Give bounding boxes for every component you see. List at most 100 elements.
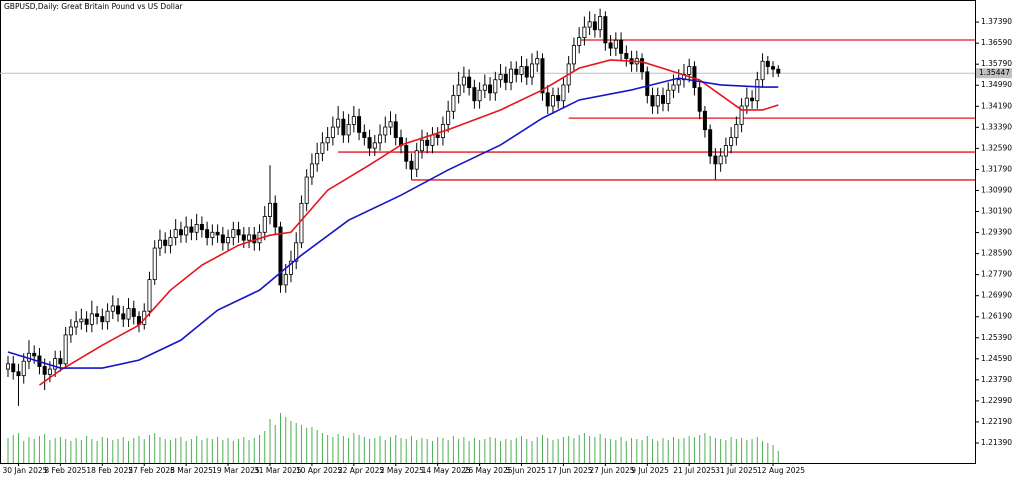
x-tick-label: 12 Aug 2025 (757, 466, 805, 475)
candle-body (739, 105, 744, 125)
x-tick-label: 17 Jun 2025 (547, 466, 592, 475)
candle-body (723, 145, 728, 157)
candle-body (383, 126, 388, 136)
candle-body (231, 229, 236, 238)
chart-title: GBPUSD,Daily: Great Britain Pound vs US … (4, 2, 184, 11)
ma-line (7, 77, 779, 369)
y-tick-label: 1.37390 (981, 17, 1012, 26)
candle-body (708, 129, 713, 157)
candle-body (47, 368, 52, 375)
candle-body (346, 124, 351, 136)
candle-body (336, 118, 341, 128)
candle-body (74, 321, 79, 328)
candle-body (535, 58, 540, 65)
ma-line (38, 59, 779, 386)
candle-body (587, 21, 592, 28)
y-tick-label: 1.34190 (981, 101, 1012, 110)
candle-body (461, 76, 466, 86)
candle-body (755, 79, 760, 102)
candle-body (430, 134, 435, 146)
candle-body (288, 260, 293, 275)
x-tick-label: 9 Jul 2025 (631, 466, 669, 475)
candle-body (84, 318, 89, 325)
candle-body (765, 60, 770, 67)
candle-body (550, 95, 555, 107)
x-tick-label: 8 Feb 2025 (44, 466, 86, 475)
y-tick-label: 1.26190 (981, 312, 1012, 321)
x-tick-label: 5 Jun 2025 (506, 466, 547, 475)
candle-body (729, 137, 734, 146)
candle-body (676, 79, 681, 86)
candle-body (320, 142, 325, 154)
candle-body (357, 116, 362, 133)
y-tick-label: 1.32590 (981, 143, 1012, 152)
candle-body (210, 231, 215, 238)
candle-body (152, 247, 157, 281)
candle-body (241, 234, 246, 241)
candle-body (267, 202, 272, 217)
candle-body (21, 360, 26, 377)
candle-body (702, 110, 707, 131)
candle-body (425, 139, 430, 146)
candle-body (273, 202, 278, 228)
candle-body (692, 66, 697, 89)
candle-body (110, 305, 115, 312)
candle-body (645, 71, 650, 96)
x-tick-label: 27 Jun 2025 (589, 466, 634, 475)
candle-body (378, 134, 383, 144)
x-tick-label: 2 May 2025 (380, 466, 424, 475)
candle-body (744, 97, 749, 107)
candle-body (330, 126, 335, 138)
y-tick-label: 1.23790 (981, 375, 1012, 384)
candle-body (32, 352, 37, 357)
candle-body (367, 137, 372, 149)
candle-body (697, 87, 702, 112)
y-tick-label: 1.21390 (981, 438, 1012, 447)
candle-body (509, 68, 514, 83)
candle-body (294, 242, 299, 262)
candle-body (666, 89, 671, 104)
candle-body (388, 121, 393, 128)
candle-body (488, 84, 493, 94)
candle-body (351, 116, 356, 125)
candle-body (477, 89, 482, 102)
y-tick-label: 1.30190 (981, 207, 1012, 216)
y-tick-label: 1.25390 (981, 333, 1012, 342)
candle-body (603, 16, 608, 44)
y-tick-label: 1.24590 (981, 354, 1012, 363)
candle-body (456, 84, 461, 96)
candle-body (11, 363, 16, 373)
x-tick-label: 21 Jul 2025 (673, 466, 716, 475)
candle-body (776, 68, 781, 74)
candle-body (53, 358, 58, 370)
candle-body (608, 42, 613, 49)
candle-body (309, 163, 314, 178)
candle-body (467, 76, 472, 89)
candle-body (404, 145, 409, 162)
x-tick-label: 27 Feb 2025 (128, 466, 175, 475)
candle-body (713, 155, 718, 165)
candle-body (16, 371, 21, 377)
candle-body (655, 95, 660, 107)
candle-body (58, 358, 63, 365)
candle-body (577, 37, 582, 46)
x-tick-label: 31 Mar 2025 (254, 466, 302, 475)
y-tick-label: 1.27790 (981, 270, 1012, 279)
candle-body (126, 308, 131, 320)
x-tick-label: 30 Jan 2025 (2, 466, 47, 475)
candle-body (640, 58, 645, 73)
candle-body (771, 66, 776, 70)
candle-body (220, 234, 225, 244)
candle-body (105, 310, 110, 323)
x-tick-label: 8 Mar 2025 (170, 466, 213, 475)
candle-body (435, 134, 440, 138)
x-tick-label: 31 Jul 2025 (715, 466, 758, 475)
y-tick-label: 1.35790 (981, 59, 1012, 68)
x-tick-label: 26 May 2025 (464, 466, 513, 475)
candle-body (100, 316, 105, 323)
candle-body (545, 92, 550, 107)
x-tick-label: 22 Apr 2025 (338, 466, 385, 475)
candle-body (503, 74, 508, 83)
y-tick-label: 1.28590 (981, 249, 1012, 258)
